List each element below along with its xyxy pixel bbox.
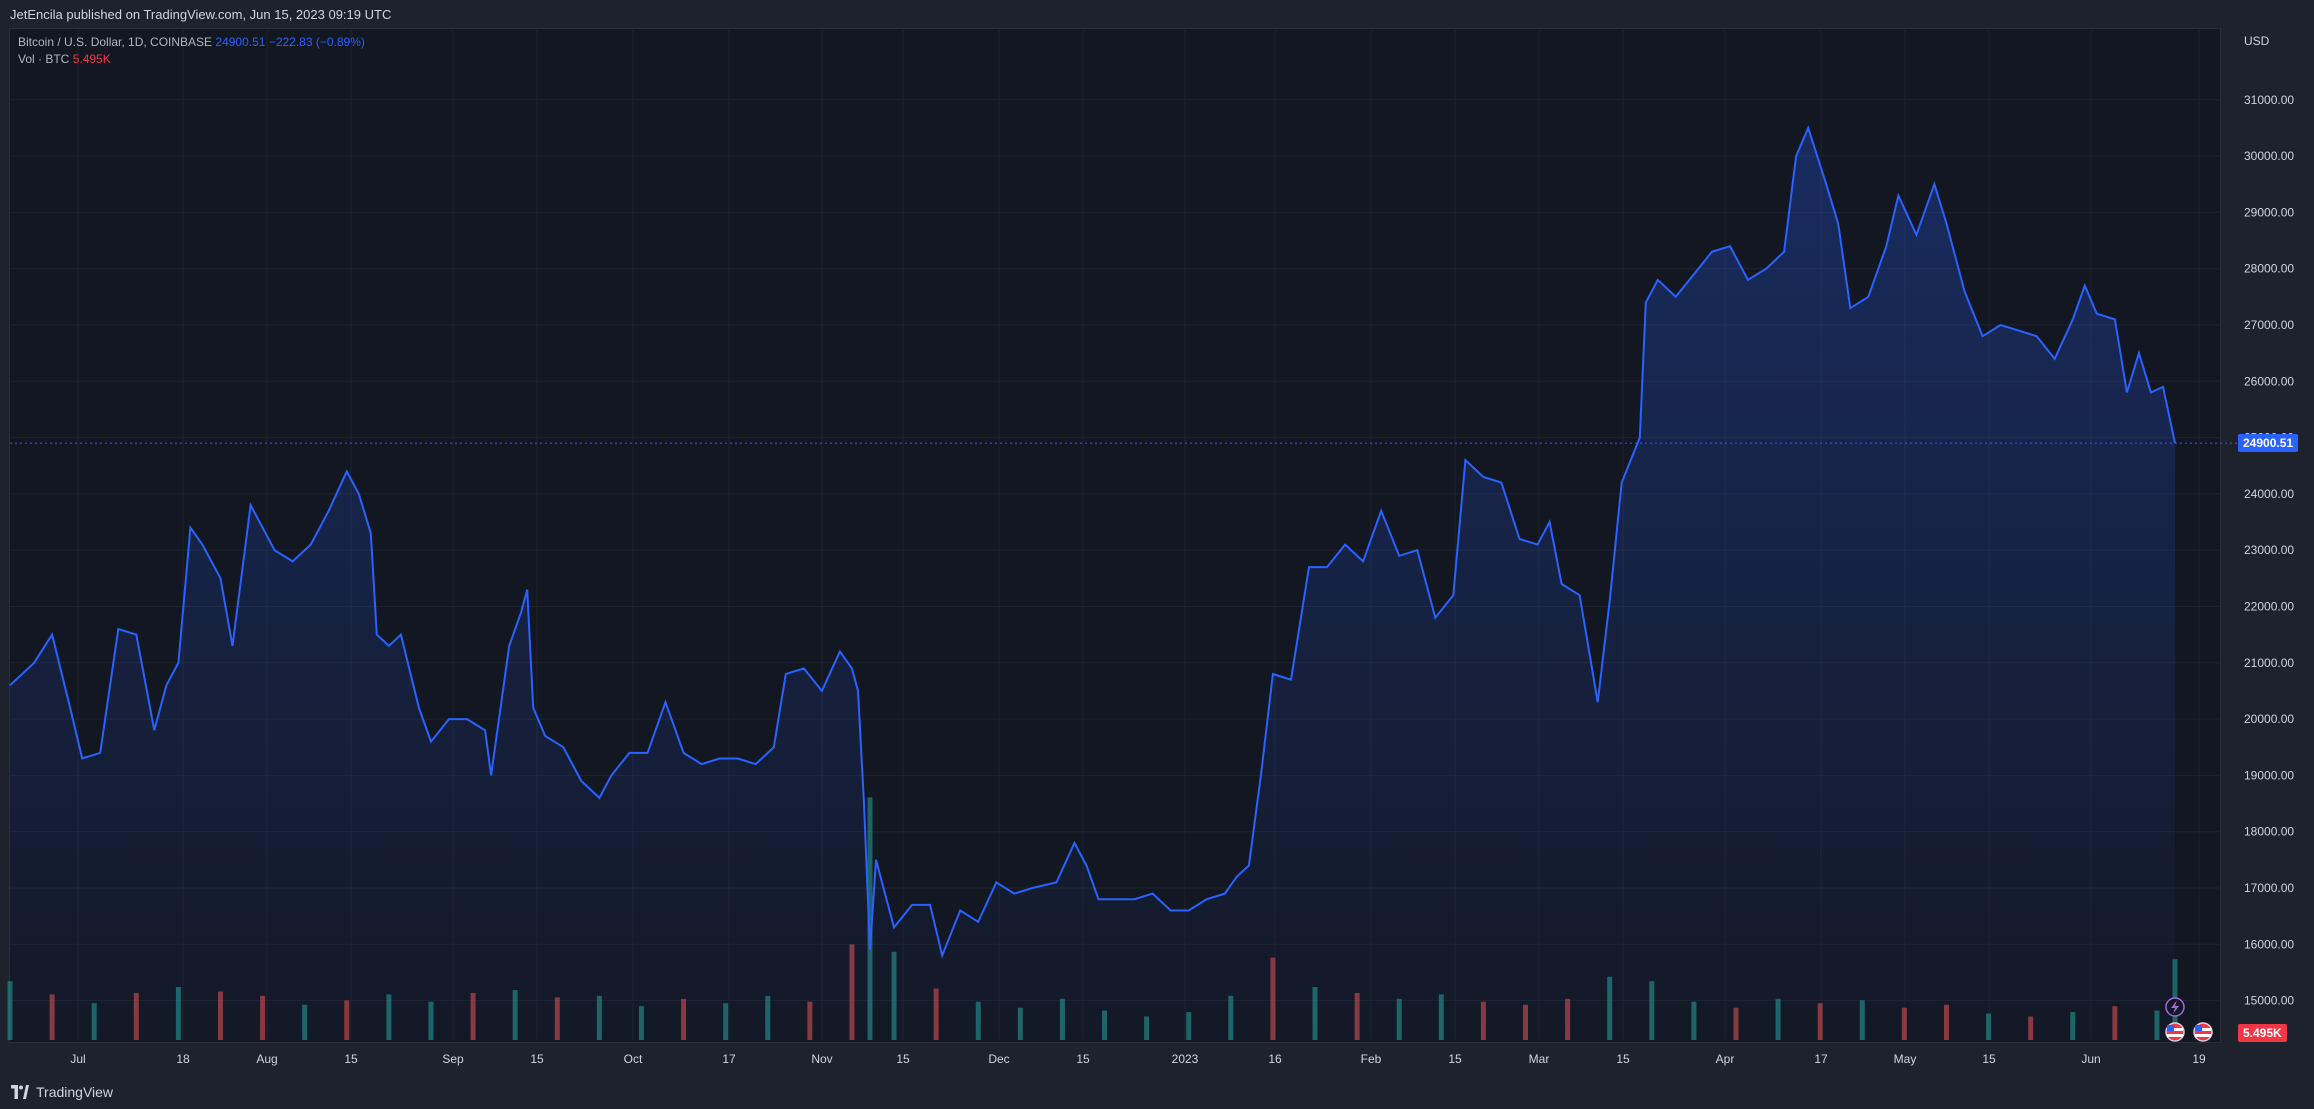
y-tick-label: 28000.00 [2244, 262, 2294, 276]
price-tag: 24900.51 [2238, 434, 2299, 453]
x-tick-label: 15 [1076, 1052, 1090, 1066]
y-tick-label: 27000.00 [2244, 318, 2294, 332]
volume-value: 5.495K [72, 52, 111, 66]
last-price: 24900.51 [215, 35, 266, 49]
y-tick-label: 21000.00 [2244, 656, 2294, 670]
y-tick-label: 16000.00 [2244, 937, 2294, 951]
y-tick-label: 18000.00 [2244, 825, 2294, 839]
y-tick-label: 23000.00 [2244, 543, 2294, 557]
x-tick-label: Sep [442, 1052, 464, 1066]
publish-text: JetEncila published on TradingView.com, … [10, 7, 392, 22]
x-tick-label: 15 [530, 1052, 544, 1066]
x-tick-label: 15 [344, 1052, 358, 1066]
currency-label: USD [2244, 34, 2270, 48]
x-tick-label: 17 [1814, 1052, 1828, 1066]
y-tick-label: 15000.00 [2244, 994, 2294, 1008]
price-area-fill [10, 127, 2175, 1040]
price-line [9, 125, 2176, 959]
tradingview-logo-icon [11, 1085, 29, 1099]
x-tick-label: May [1894, 1052, 1917, 1066]
tradingview-brand: TradingView [36, 1084, 114, 1100]
x-tick-label: Apr [1716, 1052, 1735, 1066]
x-tick-label: Jul [70, 1052, 85, 1066]
symbol-row[interactable]: Bitcoin / U.S. Dollar, 1D, COINBASE 2490… [18, 34, 365, 51]
symbol-name[interactable]: Bitcoin / U.S. Dollar, 1D, COINBASE [18, 35, 213, 49]
x-tick-label: 17 [722, 1052, 736, 1066]
publish-header: JetEncila published on TradingView.com, … [0, 0, 2314, 28]
footer-bar [0, 1080, 2314, 1109]
x-tick-label: Mar [1529, 1052, 1550, 1066]
x-tick-label: Oct [624, 1052, 643, 1066]
tradingview-logo[interactable]: TradingView [10, 1084, 113, 1100]
y-tick-label: 17000.00 [2244, 881, 2294, 895]
y-tick-label: 24000.00 [2244, 487, 2294, 501]
x-tick-label: 15 [1982, 1052, 1996, 1066]
x-tick-label: 15 [1448, 1052, 1462, 1066]
x-tick-label: Feb [1361, 1052, 1382, 1066]
x-tick-label: Aug [256, 1052, 277, 1066]
y-tick-label: 30000.00 [2244, 149, 2294, 163]
volume-label: Vol · BTC [18, 52, 70, 66]
y-tick-label: 19000.00 [2244, 768, 2294, 782]
us-flag-icon-2[interactable] [2193, 1022, 2213, 1042]
us-flag-icon[interactable] [2165, 1022, 2185, 1042]
price-change: −222.83 (−0.89%) [268, 35, 365, 49]
x-tick-label: Dec [988, 1052, 1009, 1066]
y-tick-label: 29000.00 [2244, 205, 2294, 219]
x-tick-label: 18 [176, 1052, 190, 1066]
time-axis[interactable]: Jul 18 Aug 15 Sep 15 Oct 17 Nov 15 Dec 15 2023 16 Feb 1… [70, 1052, 2206, 1066]
x-tick-label: 2023 [1172, 1052, 1199, 1066]
x-tick-label: Nov [811, 1052, 832, 1066]
volume-tag: 5.495K [2238, 1024, 2287, 1042]
x-tick-label: 15 [896, 1052, 910, 1066]
y-tick-label: 22000.00 [2244, 599, 2294, 613]
y-tick-label: 26000.00 [2244, 374, 2294, 388]
y-tick-label: 20000.00 [2244, 712, 2294, 726]
x-tick-label: 19 [2192, 1052, 2206, 1066]
price-axis[interactable]: 15000.00 16000.00 17000.00 18000.00 19000.00… [2244, 93, 2294, 1008]
price-chart[interactable]: 15000.00 16000.00 17000.00 18000.00 19000.00… [0, 0, 2314, 1080]
x-tick-label: Jun [2081, 1052, 2100, 1066]
x-tick-label: 16 [1268, 1052, 1282, 1066]
x-tick-label: 15 [1616, 1052, 1630, 1066]
volume-bar [867, 797, 873, 1040]
chart-legend: Bitcoin / U.S. Dollar, 1D, COINBASE 2490… [18, 34, 365, 68]
lightning-icon[interactable] [2165, 997, 2185, 1017]
y-tick-label: 31000.00 [2244, 93, 2294, 107]
volume-row[interactable]: Vol · BTC 5.495K [18, 51, 365, 68]
